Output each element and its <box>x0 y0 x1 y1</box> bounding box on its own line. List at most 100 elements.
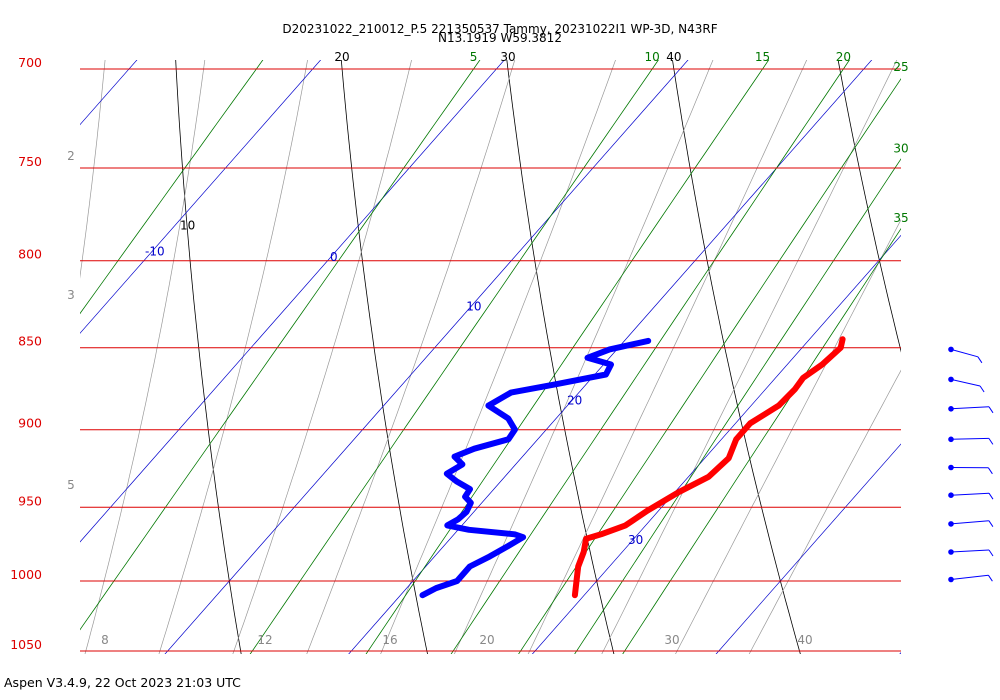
temperature-profile-point <box>623 522 628 528</box>
isobar-label: 800 <box>18 247 42 262</box>
temperature-profile-point <box>598 531 604 537</box>
isotherm-line <box>80 60 322 334</box>
isotherm-line <box>531 234 901 654</box>
temperature-profile-point <box>776 403 782 409</box>
mixing-ratio-line <box>80 60 264 315</box>
dewpoint-profile-point <box>464 509 469 515</box>
wind-barb-flag <box>988 549 994 557</box>
dewpoint-profile-point <box>471 446 477 452</box>
dewpoint-profile-point <box>454 578 460 584</box>
moist-adiabat-line <box>380 60 616 654</box>
temperature-profile-point <box>706 474 712 480</box>
dry-adiabat-line <box>340 60 428 654</box>
mixing-ratio-label: 15 <box>755 50 770 64</box>
temperature-profile-point <box>733 436 739 442</box>
moist-adiabat-label: 3 <box>67 288 75 302</box>
mixing-ratio-line <box>365 60 770 654</box>
moist-adiabat-line <box>306 60 516 654</box>
chart-title-line2: N13.1919 W59.3812 <box>438 31 562 45</box>
dewpoint-profile-point <box>420 592 425 598</box>
wind-barb-flag <box>987 574 993 582</box>
moist-adiabat-line <box>80 60 106 279</box>
dewpoint-profile <box>419 337 652 599</box>
moist-adiabat-line <box>158 60 308 654</box>
dewpoint-profile-point <box>467 486 473 492</box>
isotherm-line <box>80 60 138 126</box>
temperature-profile-point <box>572 592 578 598</box>
mixing-ratio-label: 25 <box>893 60 908 74</box>
bottom-axis-label: 8 <box>101 633 109 647</box>
temperature-profile-point <box>575 564 581 569</box>
isotherm-line <box>80 60 505 543</box>
dewpoint-profile-point <box>485 403 491 409</box>
wind-barb-flag <box>988 520 994 527</box>
mixing-ratio-label: 20 <box>836 50 851 64</box>
wind-barb-flag <box>988 492 994 500</box>
bottom-axis-label: 16 <box>382 633 397 647</box>
moist-adiabat-line <box>748 369 901 654</box>
temperature-profile-point <box>792 386 798 392</box>
dewpoint-profile-point <box>603 372 609 377</box>
dewpoint-profile-point <box>487 553 493 559</box>
wind-barb-flag <box>977 356 983 364</box>
temperature-profile-point <box>819 362 825 367</box>
wind-barb-flag <box>979 385 985 393</box>
dry-adiabat-line <box>175 60 242 654</box>
mixing-ratio-line <box>450 60 850 654</box>
bottom-axis-label: 20 <box>479 633 494 647</box>
isotherm-line <box>715 443 901 654</box>
temperature-profile-point <box>726 455 732 461</box>
dewpoint-profile-point <box>608 362 614 367</box>
mixing-ratio-line <box>574 158 901 654</box>
dewpoint-profile-point <box>433 585 439 591</box>
dewpoint-profile-point <box>444 471 450 477</box>
dewpoint-profile-point <box>585 355 590 361</box>
wind-barb-shaft <box>950 492 990 496</box>
dewpoint-profile-point <box>466 527 472 533</box>
dry-adiabat-label: 40 <box>666 50 681 64</box>
isobar-label: 850 <box>18 334 42 349</box>
wind-barb-flag <box>988 438 994 445</box>
mixing-ratio-label: 10 <box>644 50 659 64</box>
isobar-label: 750 <box>18 154 42 169</box>
moist-adiabat-line <box>232 60 412 654</box>
wind-barb-shaft <box>950 574 989 580</box>
isobar-label: 950 <box>18 493 42 508</box>
dewpoint-profile-point <box>454 478 460 484</box>
dry-adiabat-label: 20 <box>334 50 349 64</box>
dewpoint-profile-point <box>505 416 511 421</box>
mixing-ratio-line <box>518 78 901 654</box>
dewpoint-profile-point <box>452 454 457 460</box>
wind-barb-shaft <box>950 549 990 553</box>
bottom-axis-label: 30 <box>664 633 679 647</box>
mixing-ratio-label: 5 <box>470 50 478 64</box>
dewpoint-profile-point <box>512 427 518 433</box>
temperature-profile-point <box>574 578 579 584</box>
isotherm-label: 0 <box>330 250 338 264</box>
moist-adiabat-line <box>84 60 206 654</box>
dry-adiabat-line <box>837 60 901 353</box>
dry-adiabat-label: 30 <box>500 50 515 64</box>
moist-adiabat-line <box>0 48 11 664</box>
temperature-profile-point <box>583 536 589 542</box>
dewpoint-profile-point <box>444 522 450 528</box>
dewpoint-profile-point <box>455 516 461 522</box>
moist-adiabat-line <box>675 218 901 654</box>
dewpoint-profile-point <box>508 390 514 396</box>
wind-barb-shaft <box>950 437 989 440</box>
dewpoint-profile-point <box>645 338 651 344</box>
moist-adiabat-line <box>527 60 808 654</box>
isobar-label: 1050 <box>10 637 42 652</box>
temperature-profile-point <box>840 336 846 342</box>
dry-adiabat-label: 10 <box>180 219 195 233</box>
moist-adiabat-label: 5 <box>67 478 75 492</box>
dewpoint-profile-point <box>468 500 474 506</box>
dewpoint-profile-point <box>607 346 613 352</box>
isotherm-label: 10 <box>466 300 481 314</box>
temperature-profile-point <box>747 420 753 426</box>
isotherm-line <box>164 60 689 654</box>
wind-barb-flag <box>988 406 994 414</box>
footer-timestamp: Aspen V3.4.9, 22 Oct 2023 21:03 UTC <box>4 675 241 690</box>
bottom-axis-label: 40 <box>797 633 812 647</box>
bottom-axis-label: 12 <box>257 633 272 647</box>
